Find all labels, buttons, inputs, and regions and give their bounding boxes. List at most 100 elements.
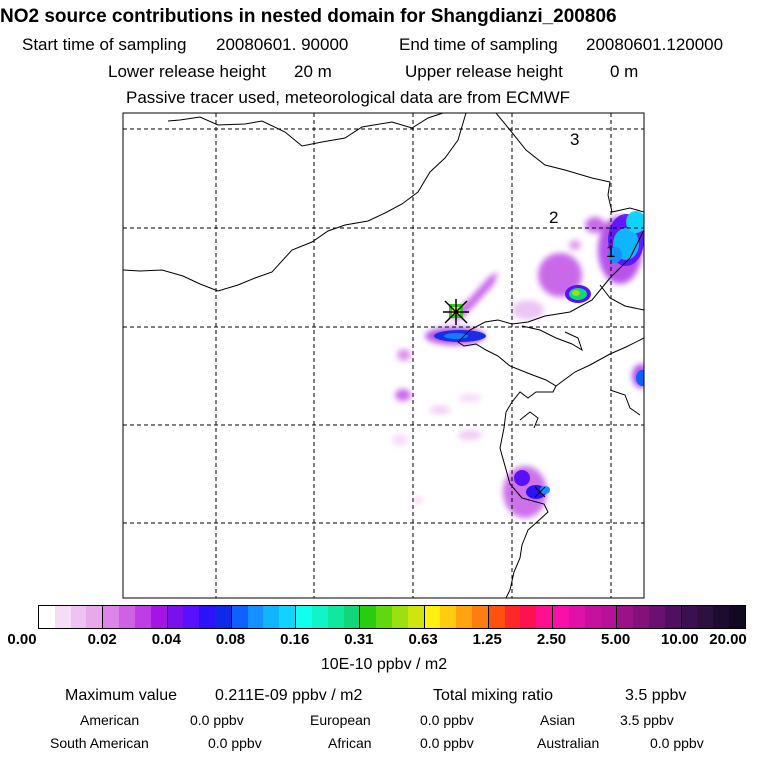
colorbar-swatch — [183, 606, 200, 628]
colorbar-swatch — [343, 606, 360, 628]
region-american-value: 0.0 ppbv — [190, 712, 244, 728]
max-value: 0.211E-09 ppbv / m2 — [215, 687, 363, 704]
region-european-value: 0.0 ppbv — [420, 712, 474, 728]
colorbar-tick-label: 5.00 — [601, 631, 631, 648]
colorbar-segment — [681, 606, 745, 628]
colorbar-swatch — [664, 606, 681, 628]
colorbar-tick-label: 0.00 — [7, 631, 37, 648]
colorbar — [38, 605, 746, 629]
colorbar-swatch — [39, 606, 55, 628]
secondary-marker-icon — [534, 486, 546, 498]
colorbar-swatch — [311, 606, 328, 628]
colorbar-swatch — [504, 606, 521, 628]
colorbar-swatch — [167, 606, 184, 628]
map-frame — [123, 113, 644, 598]
map-title: NO2 source contributions in nested domai… — [0, 6, 617, 27]
colorbar-swatch — [296, 606, 312, 628]
colorbar-swatch — [729, 606, 745, 628]
station-marker-icon — [443, 299, 469, 325]
plume-cloud — [392, 211, 644, 518]
colorbar-swatch — [134, 606, 151, 628]
colorbar-swatch — [54, 606, 71, 628]
colorbar-swatch — [119, 606, 135, 628]
colorbar-segment — [103, 606, 168, 628]
colorbar-segment — [231, 606, 297, 628]
lower-release-label: Lower release height — [108, 62, 266, 81]
colorbar-swatch — [407, 606, 424, 628]
colorbar-swatch — [70, 606, 87, 628]
colorbar-segment — [39, 606, 104, 628]
end-time-label: End time of sampling — [399, 35, 558, 54]
colorbar-segment — [296, 606, 361, 628]
total-mixing-label: Total mixing ratio — [433, 687, 554, 704]
colorbar-swatch — [584, 606, 601, 628]
colorbar-swatch — [199, 606, 215, 628]
colorbar-swatch — [488, 606, 505, 628]
colorbar-swatch — [376, 606, 392, 628]
colorbar-swatch — [456, 606, 473, 628]
colorbar-tick-label: 1.25 — [472, 631, 502, 648]
end-time-value: 20080601.120000 — [586, 35, 724, 54]
colorbar-swatch — [279, 606, 296, 628]
colorbar-segment — [553, 606, 618, 628]
colorbar-unit: 10E-10 ppbv / m2 — [320, 656, 448, 673]
circle-label-3: 3 — [570, 130, 579, 149]
colorbar-tick-label: 0.63 — [408, 631, 438, 648]
start-time-label: Start time of sampling — [22, 35, 187, 54]
colorbar-swatch — [103, 606, 120, 628]
lat-lon-grid — [123, 113, 644, 598]
start-time-value: 20080601. 90000 — [216, 35, 349, 54]
colorbar-swatch — [568, 606, 585, 628]
colorbar-tick-label: 20.00 — [709, 631, 747, 648]
colorbar-swatch — [633, 606, 650, 628]
max-value-label: Maximum value — [65, 687, 178, 704]
upper-release-label: Upper release height — [405, 62, 563, 81]
colorbar-swatch — [520, 606, 537, 628]
region-american-label: American — [80, 712, 140, 728]
region-asian-label: Asian — [540, 712, 576, 728]
colorbar-tick-label: 2.50 — [536, 631, 567, 648]
colorbar-swatch — [600, 606, 617, 628]
colorbar-tick-label: 10.00 — [661, 631, 699, 648]
colorbar-swatch — [86, 606, 103, 628]
region-african-value: 0.0 ppbv — [420, 735, 474, 751]
colorbar-swatch — [617, 606, 634, 628]
colorbar-segment — [167, 606, 232, 628]
colorbar-segment — [360, 606, 425, 628]
region-south-american-label: South American — [50, 735, 149, 751]
region-asian-value: 3.5 ppbv — [620, 712, 674, 728]
tracer-note: Passive tracer used, meteorological data… — [126, 88, 571, 107]
colorbar-swatch — [472, 606, 488, 628]
colorbar-swatch — [681, 606, 698, 628]
colorbar-swatch — [697, 606, 714, 628]
lower-release-value: 20 m — [294, 62, 332, 81]
colorbar-swatch — [150, 606, 167, 628]
colorbar-swatch — [536, 606, 553, 628]
upper-release-value: 0 m — [610, 62, 639, 81]
colorbar-swatch — [214, 606, 231, 628]
circle-label-1: 1 — [606, 242, 615, 261]
colorbar-swatch — [440, 606, 457, 628]
region-african-label: African — [328, 735, 372, 751]
colorbar-swatch — [327, 606, 344, 628]
colorbar-swatch — [231, 606, 248, 628]
colorbar-swatch — [247, 606, 264, 628]
colorbar-swatch — [713, 606, 730, 628]
coastlines — [123, 113, 644, 598]
region-european-label: European — [310, 712, 371, 728]
colorbar-segment — [617, 606, 682, 628]
circle-label-2: 2 — [549, 208, 558, 227]
total-mixing-value: 3.5 ppbv — [625, 687, 687, 704]
colorbar-swatch — [263, 606, 280, 628]
colorbar-swatch — [360, 606, 377, 628]
colorbar-segment — [424, 606, 489, 628]
colorbar-tick-label: 0.16 — [280, 631, 310, 648]
colorbar-tick-label: 0.02 — [87, 631, 117, 648]
colorbar-swatch — [553, 606, 569, 628]
colorbar-swatch — [424, 606, 441, 628]
colorbar-swatch — [391, 606, 408, 628]
colorbar-tick-label: 0.08 — [215, 631, 246, 648]
colorbar-tick-label: 0.04 — [151, 631, 181, 648]
region-south-american-value: 0.0 ppbv — [208, 735, 262, 751]
